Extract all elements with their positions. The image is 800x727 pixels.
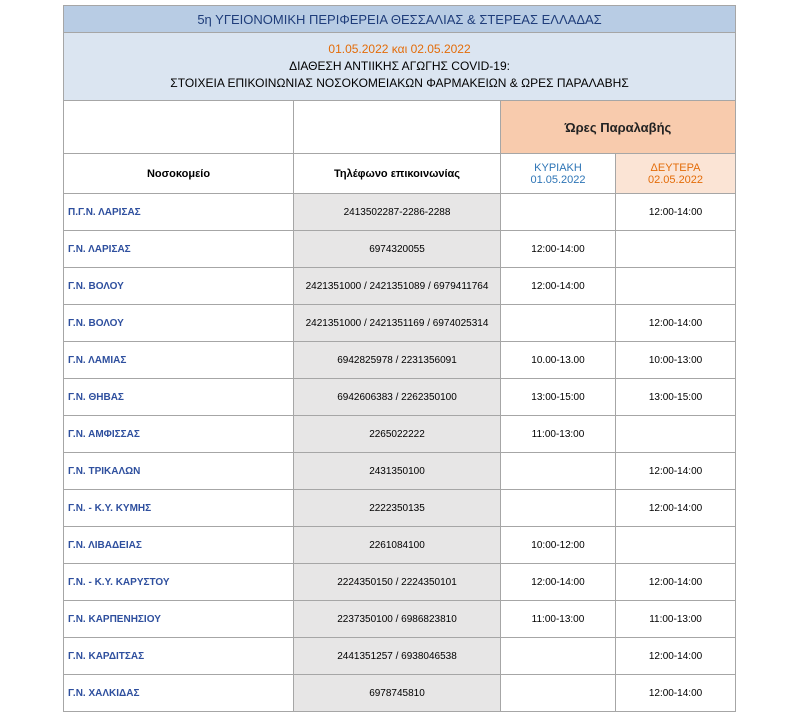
pickup-time: 13:00-15:00: [614, 378, 737, 416]
phone: 2237350100 / 6986823810: [293, 600, 501, 638]
group-row: Ώρες Παραλαβής: [63, 100, 737, 154]
empty-cell: [500, 489, 616, 527]
header-row: Νοσοκομείο Τηλέφωνο επικοινωνίας ΚΥΡΙΑΚΗ…: [63, 153, 737, 194]
hospital-name: Γ.Ν. ΚΑΡΔΙΤΣΑΣ: [63, 637, 294, 675]
pickup-time: 10.00-13.00: [500, 341, 616, 379]
phone: 6942606383 / 2262350100: [293, 378, 501, 416]
pickup-time: 12:00-14:00: [614, 304, 737, 342]
pickup-time: 11:00-13:00: [500, 600, 616, 638]
table-row: Γ.Ν. ΘΗΒΑΣ 6942606383 / 2262350100 13:00-1…: [63, 378, 737, 416]
pickup-time: 12:00-14:00: [614, 637, 737, 675]
day-header: ΚΥΡΙΑΚΗ 01.05.2022: [500, 153, 616, 194]
column-header: Νοσοκομείο: [63, 153, 294, 194]
pickup-time: 12:00-14:00: [500, 563, 616, 601]
hospital-name: Γ.Ν. ΛΙΒΑΔΕΙΑΣ: [63, 526, 294, 564]
day: ΔΕΥΤΕΡΑ: [650, 161, 701, 174]
hospital-name: Γ.Ν. ΚΑΡΠΕΝΗΣΙΟΥ: [63, 600, 294, 638]
hospital-name: Γ.Ν. - Κ.Υ. ΚΑΡΥΣΤΟΥ: [63, 563, 294, 601]
pickup-time: 12:00-14:00: [614, 452, 737, 490]
info-row: 01.05.2022 και 02.05.2022 ΔΙΑΘΕΣΗ ΑΝΤΙΙΚ…: [62, 32, 737, 101]
pickup-time: 11:00-13:00: [500, 415, 616, 453]
table-row: Γ.Ν. ΛΑΜΙΑΣ 6942825978 / 2231356091 10.00-…: [63, 341, 737, 379]
column-header: Τηλέφωνο επικοινωνίας: [293, 153, 501, 194]
pickup-time: 11:00-13:00: [614, 600, 737, 638]
empty-cell: [614, 526, 737, 564]
phone: 2222350135: [293, 489, 501, 527]
phone: 6978745810: [293, 674, 501, 712]
phone: 2224350150 / 2224350101: [293, 563, 501, 601]
pickup-time: 12:00-14:00: [614, 489, 737, 527]
empty-cell: [500, 637, 616, 675]
pickup-time: 13:00-15:00: [500, 378, 616, 416]
date: 01.05.2022 και 02.05.2022: [328, 42, 471, 56]
hospital-name: Γ.Ν. - Κ.Υ. ΚΥΜΗΣ: [63, 489, 294, 527]
pickup-time: 12:00-14:00: [614, 193, 737, 231]
pickup-time: 12:00-14:00: [500, 230, 616, 268]
table-row: Γ.Ν. ΚΑΡΔΙΤΣΑΣ 2441351257 / 6938046538 12:…: [63, 637, 737, 675]
table-row: Γ.Ν. ΧΑΛΚΙΔΑΣ 6978745810 12:00-14:00: [63, 674, 737, 712]
day-date: 02.05.2022: [647, 173, 704, 186]
empty-cell: [614, 267, 737, 305]
hospital-name: Γ.Ν. ΒΟΛΟΥ: [63, 267, 294, 305]
empty-cell: [500, 304, 616, 342]
table-row: Γ.Ν. ΚΑΡΠΕΝΗΣΙΟΥ 2237350100 / 6986823810 1…: [63, 600, 737, 638]
pickup-time: 12:00-14:00: [614, 563, 737, 601]
subtitle: ΣΤΟΙΧΕΙΑ ΕΠΙΚΟΙΝΩΝΙΑΣ ΝΟΣΟΚΟΜΕΙΑΚΩΝ ΦΑΡΜ…: [170, 76, 629, 90]
empty-cell: [500, 452, 616, 490]
hospital-name: Γ.Ν. ΛΑΜΙΑΣ: [63, 341, 294, 379]
info: 01.05.2022 και 02.05.2022 ΔΙΑΘΕΣΗ ΑΝΤΙΙΚ…: [62, 32, 737, 101]
hospital-name: Γ.Ν. ΒΟΛΟΥ: [63, 304, 294, 342]
table-row: Γ.Ν. ΛΙΒΑΔΕΙΑΣ 2261084100 10:00-12:00: [63, 526, 737, 564]
phone: 2265022222: [293, 415, 501, 453]
hospital-name: Γ.Ν. ΘΗΒΑΣ: [63, 378, 294, 416]
phone: 2441351257 / 6938046538: [293, 637, 501, 675]
phone: 2261084100: [293, 526, 501, 564]
empty-cell: [63, 100, 294, 154]
table-row: Γ.Ν. - Κ.Υ. ΚΑΡΥΣΤΟΥ 2224350150 / 2224350…: [63, 563, 737, 601]
phone: 6942825978 / 2231356091: [293, 341, 501, 379]
phone: 2421351000 / 2421351089 / 6979411764: [293, 267, 501, 305]
empty-cell: [293, 100, 501, 154]
pickup-time: 12:00-14:00: [614, 674, 737, 712]
title-row: 5η ΥΓΕΙΟΝΟΜΙΚΗ ΠΕΡΙΦΕΡΕΙΑ ΘΕΣΣΑΛΙΑΣ & ΣΤ…: [62, 5, 737, 33]
empty-cell: [500, 674, 616, 712]
phone: 6974320055: [293, 230, 501, 268]
hospital-name: Γ.Ν. ΑΜΦΙΣΣΑΣ: [63, 415, 294, 453]
phone: 2431350100: [293, 452, 501, 490]
pickup-time: 10:00-13:00: [614, 341, 737, 379]
table-row: Γ.Ν. ΤΡΙΚΑΛΩΝ 2431350100 12:00-14:00: [63, 452, 737, 490]
phone: 2413502287-2286-2288: [293, 193, 501, 231]
hospital-name: Γ.Ν. ΤΡΙΚΑΛΩΝ: [63, 452, 294, 490]
group-header: Ώρες Παραλαβής: [499, 100, 737, 154]
hospital-name: Γ.Ν. ΧΑΛΚΙΔΑΣ: [63, 674, 294, 712]
title: 5η ΥΓΕΙΟΝΟΜΙΚΗ ΠΕΡΙΦΕΡΕΙΑ ΘΕΣΣΑΛΙΑΣ & ΣΤ…: [62, 5, 737, 33]
table-row: Π.Γ.Ν. ΛΑΡΙΣΑΣ 2413502287-2286-2288 12:00-…: [63, 193, 737, 231]
table-row: Γ.Ν. ΛΑΡΙΣΑΣ 6974320055 12:00-14:00: [63, 230, 737, 268]
table-row: Γ.Ν. ΑΜΦΙΣΣΑΣ 2265022222 11:00-13:00: [63, 415, 737, 453]
empty-cell: [500, 193, 616, 231]
phone: 2421351000 / 2421351169 / 6974025314: [293, 304, 501, 342]
table-row: Γ.Ν. ΒΟΛΟΥ 2421351000 / 2421351089 / 6979…: [63, 267, 737, 305]
pickup-time: 10:00-12:00: [500, 526, 616, 564]
pickup-time: 12:00-14:00: [500, 267, 616, 305]
empty-cell: [614, 415, 737, 453]
table-row: Γ.Ν. - Κ.Υ. ΚΥΜΗΣ 2222350135 12:00-14:00: [63, 489, 737, 527]
day-header: ΔΕΥΤΕΡΑ 02.05.2022: [614, 153, 737, 194]
table-body: 5η ΥΓΕΙΟΝΟΜΙΚΗ ΠΕΡΙΦΕΡΕΙΑ ΘΕΣΣΑΛΙΑΣ & ΣΤ…: [62, 5, 737, 712]
table-row: Γ.Ν. ΒΟΛΟΥ 2421351000 / 2421351169 / 6974…: [63, 304, 737, 342]
hospital-name: Γ.Ν. ΛΑΡΙΣΑΣ: [63, 230, 294, 268]
subtitle: ΔΙΑΘΕΣΗ ΑΝΤΙΙΚΗΣ ΑΓΩΓΗΣ COVID-19:: [289, 59, 510, 73]
hospital-name: Π.Γ.Ν. ΛΑΡΙΣΑΣ: [63, 193, 294, 231]
day-date: 01.05.2022: [530, 173, 586, 186]
empty-cell: [614, 230, 737, 268]
schedule-table: 5η ΥΓΕΙΟΝΟΜΙΚΗ ΠΕΡΙΦΕΡΕΙΑ ΘΕΣΣΑΛΙΑΣ & ΣΤ…: [62, 5, 737, 712]
day: ΚΥΡΙΑΚΗ: [534, 161, 582, 174]
